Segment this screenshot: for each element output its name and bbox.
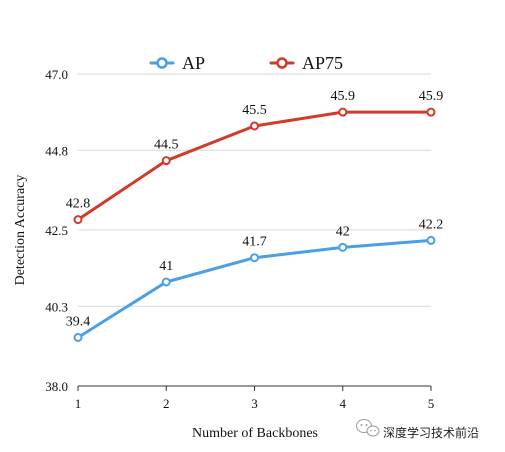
data-point-ap — [338, 242, 348, 252]
data-label-ap75: 45.5 — [242, 103, 267, 118]
legend-label-ap: AP — [182, 53, 205, 73]
data-label-ap: 42.2 — [419, 217, 444, 232]
x-tick-label: 2 — [163, 396, 170, 411]
legend-label-ap75: AP75 — [302, 53, 343, 73]
wechat-icon — [356, 419, 380, 437]
data-point-ap — [73, 332, 83, 342]
legend-marker-ap75 — [276, 57, 288, 69]
data-point-ap — [426, 235, 436, 245]
data-point-ap75 — [426, 107, 436, 117]
x-tick-label: 3 — [251, 396, 258, 411]
data-labels: 39.4 41 41.7 42 42.2 42.8 44.5 45.5 45.9 45.9 — [66, 89, 444, 329]
watermark-text: 深度学习技术前沿 — [383, 425, 479, 440]
data-label-ap75: 44.5 — [154, 138, 179, 153]
x-tick-label: 4 — [340, 396, 347, 411]
x-tick-label: 5 — [428, 396, 435, 411]
data-label-ap75: 45.9 — [419, 89, 444, 104]
data-point-ap — [250, 253, 259, 263]
data-point-ap — [161, 277, 171, 287]
data-label-ap: 42 — [336, 224, 350, 239]
data-label-ap: 39.4 — [66, 314, 91, 329]
y-tick-label: 44.8 — [45, 143, 68, 158]
data-point-ap75 — [250, 121, 259, 131]
legend: AP AP75 — [149, 53, 343, 73]
x-tick-label: 1 — [75, 396, 82, 411]
data-point-ap75 — [338, 107, 348, 117]
axes: 38.0 40.3 42.5 44.8 47.0 1 2 3 4 5 — [45, 67, 434, 411]
y-tick-label: 40.3 — [45, 299, 68, 314]
data-label-ap75: 45.9 — [331, 89, 356, 104]
y-tick-label: 47.0 — [45, 67, 68, 82]
x-axis-title: Number of Backbones — [192, 426, 318, 441]
grid-lines — [78, 73, 431, 307]
data-label-ap75: 42.8 — [66, 197, 91, 212]
series-lines — [73, 107, 436, 342]
watermark: 深度学习技术前沿 — [356, 419, 479, 440]
data-label-ap: 41 — [159, 259, 173, 274]
legend-marker-ap — [156, 57, 168, 69]
data-point-ap75 — [161, 156, 171, 166]
data-label-ap: 41.7 — [242, 235, 267, 250]
y-tick-label: 42.5 — [45, 223, 68, 238]
y-axis-title: Detection Accuracy — [13, 175, 28, 286]
y-tick-label: 38.0 — [45, 379, 68, 394]
data-point-ap75 — [73, 215, 83, 225]
